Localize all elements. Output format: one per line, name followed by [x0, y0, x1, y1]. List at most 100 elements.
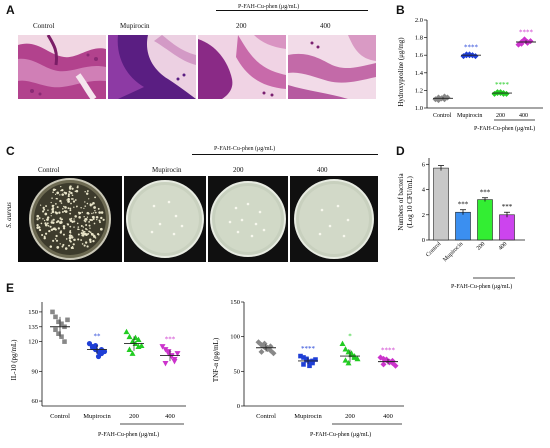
colony-dot — [54, 228, 57, 231]
colony-dot — [77, 185, 79, 187]
colony-dot — [93, 206, 96, 209]
chart-e-left-point — [53, 327, 58, 333]
colony-dot — [56, 246, 60, 249]
colony-dot — [92, 215, 95, 219]
colony-dot — [46, 218, 49, 221]
colony-dot — [38, 217, 41, 219]
plate-control-image — [18, 176, 122, 262]
chart-e-left-ytick-label: 150 — [28, 309, 38, 316]
colony-dot — [67, 195, 70, 198]
colony-dot — [70, 202, 72, 205]
colony-dot — [60, 186, 62, 188]
colony-dot — [61, 193, 64, 196]
colony-dot — [67, 193, 70, 196]
panel-a-label-400: 400 — [320, 22, 331, 30]
chart-e-left-xtick-mupirocin: Mupirocin — [83, 413, 111, 420]
histology-mupirocin-image — [108, 35, 196, 99]
colony-dot — [54, 193, 57, 195]
chart-b-xtick-200: 200 — [496, 113, 505, 119]
colony-dot — [76, 205, 78, 208]
colony-dot — [88, 224, 91, 227]
chart-b-ytick-label: 1.6 — [415, 52, 424, 59]
colony-dot — [51, 219, 53, 222]
colony-dot — [77, 233, 80, 236]
histology-400-image — [288, 35, 376, 99]
chart-e-right-point — [354, 355, 361, 362]
panel-c-bracket — [192, 150, 378, 158]
colony-dot — [62, 224, 66, 228]
chart-e-left-point — [56, 331, 61, 336]
colony-dot — [89, 240, 92, 244]
colony-dot — [83, 216, 85, 218]
chart-b-point — [500, 90, 507, 97]
colony-dot — [86, 216, 89, 218]
colony-dot — [71, 194, 74, 197]
colony-dot — [73, 218, 75, 220]
chart-e-left-point — [53, 314, 58, 320]
colony-dot — [100, 216, 103, 220]
panel-c-letter: C — [6, 144, 15, 158]
colony-dot — [69, 207, 72, 210]
chart-d-ytick-label: 0 — [422, 237, 425, 244]
chart-b-xtick-control: Control — [433, 113, 452, 119]
colony-dot — [70, 217, 73, 220]
colony-dot — [64, 206, 67, 209]
colony-dot — [86, 245, 89, 248]
histology-control-image — [18, 35, 106, 99]
chart-e-left-point — [123, 328, 130, 335]
colony-dot — [92, 201, 95, 205]
colony-dot — [43, 235, 46, 238]
colony-dot — [55, 203, 57, 205]
colony-dot — [81, 229, 84, 232]
colony-dot — [44, 232, 48, 235]
colony-dot — [97, 207, 100, 210]
colony-dot — [84, 205, 87, 207]
colony-dot — [86, 202, 89, 205]
colony-dot — [64, 210, 68, 213]
colony-dot — [54, 188, 57, 191]
colony-dot — [51, 197, 53, 199]
colony-dot — [89, 231, 91, 233]
colony-dot — [85, 192, 89, 195]
panel-a-treatment-label: P-FAH-Cu-phen (μg/mL) — [238, 4, 300, 10]
chart-e-right-point — [301, 355, 306, 360]
colony-dot — [80, 239, 83, 241]
colony-dot — [43, 219, 46, 222]
colony-dot — [78, 216, 81, 219]
colony-dot — [89, 203, 92, 206]
colony-dot — [48, 229, 51, 233]
colony-dot — [58, 211, 61, 214]
colony-dot — [96, 216, 99, 219]
chart-b-ytick-label: 1.4 — [415, 70, 424, 77]
colony-dot — [59, 221, 63, 224]
colony-dot — [71, 220, 74, 224]
colony-dot — [42, 210, 45, 213]
colony-dot — [102, 218, 105, 221]
chart-e-left-significance: *** — [165, 336, 176, 344]
colony-dot — [83, 207, 85, 210]
colony-dot — [80, 207, 82, 209]
colony-dot — [71, 187, 74, 190]
chart-e-left-ytick-label: 90 — [32, 368, 39, 375]
colony-dot — [75, 189, 79, 193]
colony-dot — [44, 212, 48, 216]
colony-dot — [46, 216, 50, 219]
colony-dot — [97, 233, 100, 236]
chart-e-right-ylabel: TNF-α (pg/mL) — [212, 337, 220, 382]
panel-e-letter: E — [6, 281, 15, 295]
chart-e-left-point — [50, 309, 55, 315]
colony-dot — [43, 237, 46, 240]
chart-e-left-xtick-control: Control — [50, 413, 70, 420]
colony-dot — [60, 219, 62, 221]
chart-d-bar — [455, 211, 471, 241]
chart-b-ytick-label: 1.8 — [415, 35, 423, 42]
chart-e-right-point — [377, 354, 384, 361]
colony-dot — [69, 185, 72, 188]
chart-e-right-ytick-label: 0 — [237, 403, 240, 410]
chart-e-right-xtick-400: 400 — [383, 413, 393, 420]
chart-d-significance: *** — [480, 189, 491, 197]
colony-dot — [84, 201, 86, 203]
colony-dot — [77, 238, 80, 241]
chart-d-bar — [433, 167, 449, 241]
